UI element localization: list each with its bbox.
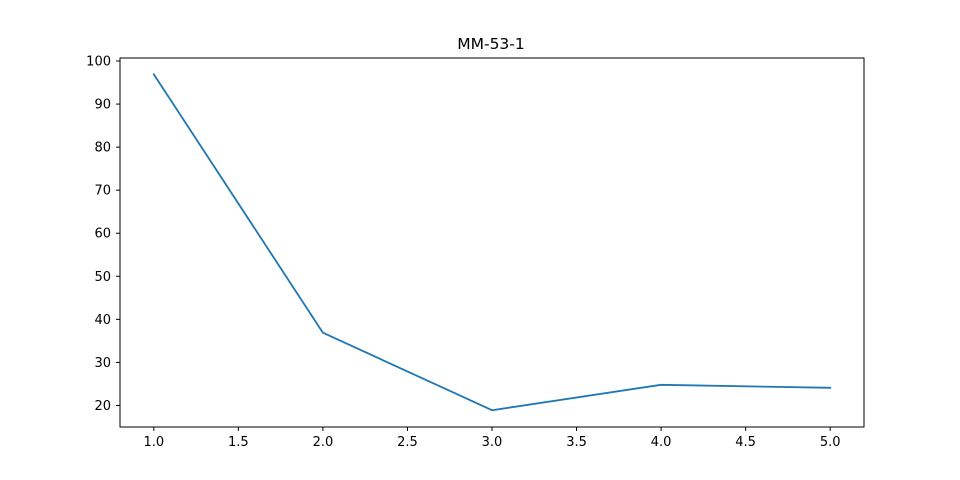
x-tick-label: 3.0	[482, 435, 503, 450]
x-axis-ticks: 1.0 1.5 2.0 2.5 3.0 3.5 4.0 4.5 5.0	[143, 427, 841, 450]
x-tick-label: 5.0	[820, 435, 841, 450]
x-tick-label: 1.5	[228, 435, 249, 450]
x-tick-label: 4.0	[651, 435, 672, 450]
y-tick-label: 60	[94, 227, 111, 242]
series-layer	[152, 73, 832, 412]
y-tick-label: 90	[94, 98, 111, 113]
x-tick-label: 2.5	[397, 435, 418, 450]
y-tick-label: 30	[94, 356, 111, 371]
y-tick-label: 80	[94, 141, 111, 156]
chart-title: MM-53-1	[457, 35, 525, 53]
plot-frame	[119, 57, 865, 428]
y-tick-label: 70	[94, 184, 111, 199]
x-tick-label: 2.0	[313, 435, 334, 450]
series-line	[152, 73, 832, 412]
y-tick-label: 50	[94, 270, 111, 285]
y-tick-label: 40	[94, 313, 111, 328]
x-tick-label: 3.5	[566, 435, 587, 450]
y-tick-label: 20	[94, 399, 111, 414]
x-tick-label: 4.5	[735, 435, 756, 450]
y-tick-label: 100	[86, 55, 111, 70]
y-axis-ticks: 20 30 40 50 60 70 80 90 100	[86, 55, 120, 414]
x-tick-label: 1.0	[143, 435, 164, 450]
